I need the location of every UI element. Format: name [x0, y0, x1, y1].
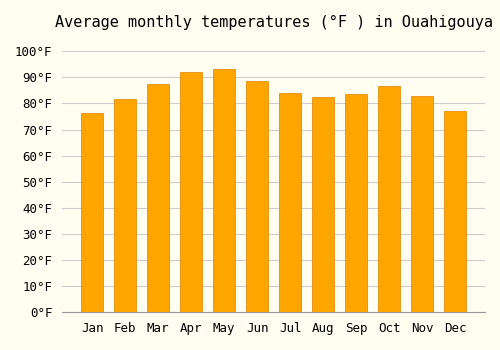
Bar	[444, 111, 466, 312]
Bar	[114, 99, 136, 312]
Bar	[246, 81, 268, 312]
Bar	[180, 72, 202, 312]
Bar	[148, 84, 169, 312]
Bar	[346, 94, 367, 312]
Bar	[412, 96, 433, 312]
Bar	[214, 69, 235, 312]
Bar	[312, 97, 334, 312]
Title: Average monthly temperatures (°F ) in Ouahigouya: Average monthly temperatures (°F ) in Ou…	[54, 15, 492, 30]
Bar	[378, 86, 400, 312]
Bar	[82, 113, 103, 312]
Bar	[280, 93, 301, 312]
